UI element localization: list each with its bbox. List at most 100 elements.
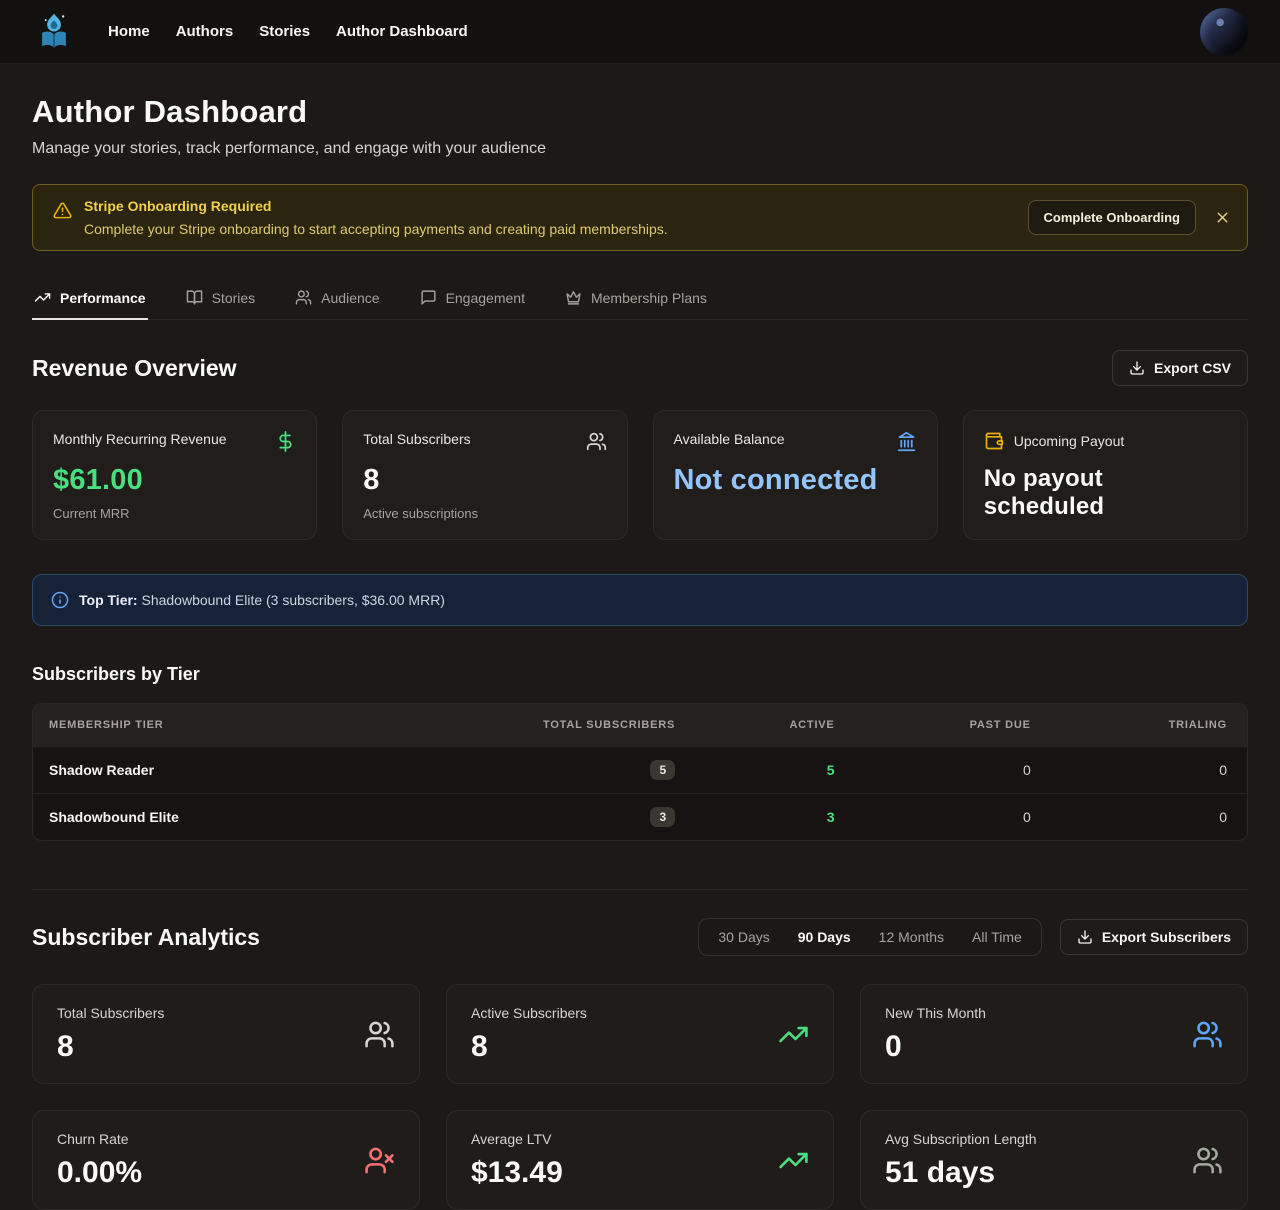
alert-title: Stripe Onboarding Required [84,198,272,214]
stat-label: Average LTV [471,1130,552,1147]
upcoming-payout-card: Upcoming Payout No payout scheduled [962,410,1248,540]
nav-item-authors[interactable]: Authors [175,23,234,40]
active-subscribers-stat-card: Active Subscribers 8 [446,984,834,1084]
stripe-onboarding-alert: Stripe Onboarding Required Complete your… [32,184,1248,251]
trialing-count: 0 [1219,809,1227,825]
alert-text: Stripe Onboarding Required Complete your… [84,198,668,237]
tab-audience[interactable]: Audience [293,281,381,320]
stat-value: 0.00% [57,1155,143,1189]
time-range-filter: 30 Days 90 Days 12 Months All Time [698,918,1042,956]
nav-item-author-dashboard[interactable]: Author Dashboard [336,23,468,40]
stat-label: Avg Subscription Length [885,1130,1037,1147]
message-square-icon [420,289,437,306]
new-this-month-stat-card: New This Month 0 [860,984,1248,1084]
available-balance-value: Not connected [673,464,878,496]
active-count: 3 [826,809,835,825]
export-subscribers-label: Export Subscribers [1101,929,1231,945]
crown-icon [565,289,582,306]
stat-value: 8 [471,1029,488,1063]
alert-message: Complete your Stripe onboarding to start… [84,221,668,237]
subscriber-analytics-title: Subscriber Analytics [32,923,260,950]
export-csv-label: Export CSV [1153,360,1231,376]
nav-links: Home Authors Stories Author Dashboard [108,23,468,40]
tab-membership-plans[interactable]: Membership Plans [563,281,709,320]
analytics-cards: Total Subscribers 8 Active Subscribers 8 [32,984,1248,1210]
stat-label: Churn Rate [57,1130,129,1147]
top-tier-banner: Top Tier: Shadowbound Elite (3 subscribe… [32,574,1248,626]
col-membership-tier: Membership Tier [49,719,164,731]
users-icon [295,289,312,306]
download-icon [1129,360,1145,376]
card-label: Available Balance [673,431,785,447]
tab-label: Performance [60,289,146,306]
nav-item-stories[interactable]: Stories [259,23,311,40]
total-badge: 5 [650,760,676,780]
trending-up-icon [778,1019,809,1050]
col-past-due: Past Due [969,719,1031,731]
card-label: Upcoming Payout [1013,433,1125,449]
table-header-row: Membership Tier Total Subscribers Active… [33,704,1247,747]
tab-performance[interactable]: Performance [32,281,148,320]
complete-onboarding-button[interactable]: Complete Onboarding [1027,200,1196,235]
dashboard-tabs: Performance Stories Audience [32,281,1248,320]
filter-90-days[interactable]: 90 Days [785,924,864,950]
stat-label: Active Subscribers [471,1004,587,1021]
tab-engagement[interactable]: Engagement [418,281,527,320]
tiers-table: Membership Tier Total Subscribers Active… [32,703,1248,841]
churn-rate-stat-card: Churn Rate 0.00% [32,1110,420,1210]
warning-triangle-icon [53,201,72,220]
total-subscribers-value: 8 [363,464,380,496]
wallet-icon [984,431,1004,451]
stat-value: 8 [57,1029,74,1063]
user-x-icon [364,1145,395,1176]
past-due-count: 0 [1022,762,1031,778]
top-tier-text: Top Tier: Shadowbound Elite (3 subscribe… [79,592,445,608]
average-ltv-stat-card: Average LTV $13.49 [446,1110,834,1210]
total-badge: 3 [650,807,676,827]
total-subscribers-stat-card: Total Subscribers 8 [32,984,420,1084]
close-icon[interactable] [1214,209,1231,226]
export-subscribers-button[interactable]: Export Subscribers [1059,919,1248,955]
book-open-icon [186,289,203,306]
tab-label: Stories [211,289,256,306]
table-row: Shadowbound Elite 3 3 0 0 [33,793,1247,840]
tab-label: Membership Plans [590,289,707,306]
top-tier-label: Top Tier: [79,592,138,608]
tier-name: Shadow Reader [49,762,155,778]
card-subtext: Current MRR [53,506,130,521]
card-label: Monthly Recurring Revenue [53,431,227,447]
available-balance-card: Available Balance Not connected [652,410,938,540]
revenue-cards: Monthly Recurring Revenue $61.00 Current… [32,410,1248,540]
info-icon [51,591,69,609]
top-tier-detail: Shadowbound Elite (3 subscribers, $36.00… [141,592,445,608]
tab-stories[interactable]: Stories [184,281,258,320]
users-icon [1192,1145,1223,1176]
subscribers-by-tier-title: Subscribers by Tier [32,664,200,684]
tab-label: Engagement [445,289,525,306]
nav-item-home[interactable]: Home [108,23,150,40]
export-csv-button[interactable]: Export CSV [1111,350,1248,386]
filter-30-days[interactable]: 30 Days [705,924,782,950]
app-logo-icon[interactable] [32,8,76,56]
user-avatar[interactable] [1200,7,1248,56]
col-trialing: Trialing [1168,719,1227,731]
mrr-card: Monthly Recurring Revenue $61.00 Current… [32,410,318,540]
tier-name: Shadowbound Elite [49,809,179,825]
dollar-icon [275,431,296,452]
card-label: Total Subscribers [363,431,471,447]
table-row: Shadow Reader 5 5 0 0 [33,746,1247,794]
page-subtitle: Manage your stories, track performance, … [32,140,547,157]
users-icon [1192,1019,1223,1050]
filter-12-months[interactable]: 12 Months [866,924,957,950]
stat-value: $13.49 [471,1155,563,1189]
section-divider [32,889,1248,890]
avg-subscription-length-stat-card: Avg Subscription Length 51 days [860,1110,1248,1210]
users-icon [364,1019,395,1050]
trending-up-icon [778,1145,809,1176]
tab-label: Audience [321,289,380,306]
filter-all-time[interactable]: All Time [959,924,1035,950]
total-subscribers-card: Total Subscribers 8 Active subscriptions [342,410,628,540]
download-icon [1077,929,1093,945]
stat-value: 0 [885,1029,902,1063]
col-total-subscribers: Total Subscribers [543,719,676,731]
